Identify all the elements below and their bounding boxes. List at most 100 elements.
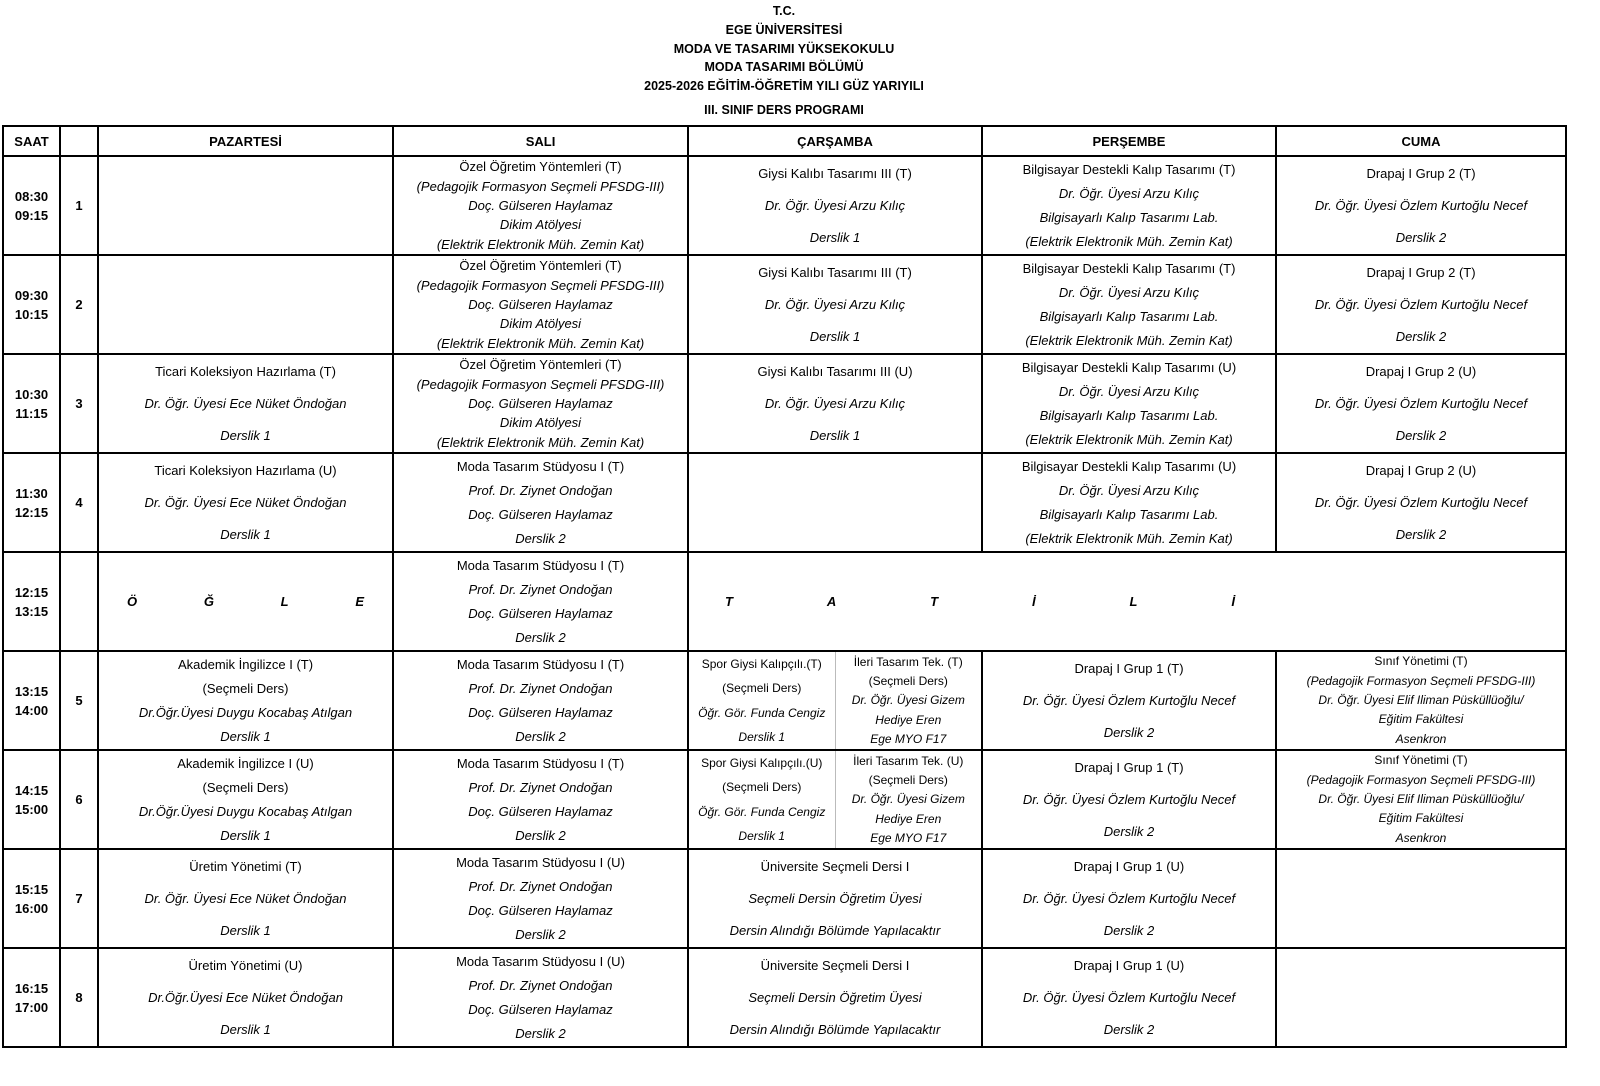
start-time: 16:15: [14, 980, 49, 996]
class-entry: Drapaj I Grup 1 (T) Dr. Öğr. Üyesi Özlem …: [983, 751, 1275, 848]
cell-line: Bilgisayarlı Kalıp Tasarımı Lab.: [1039, 507, 1219, 523]
time-cell: 13:15 14:00: [2, 650, 61, 751]
cell-line: Dr. Öğr. Üyesi Arzu Kılıç: [1058, 185, 1200, 201]
schedule-row: 08:30 09:15 1 Özel Öğretim Yöntemleri (T) (P…: [2, 155, 1567, 256]
class-entry: Ticari Koleksiyon Hazırlama (T) Dr. Öğr. …: [99, 355, 392, 452]
col-number: [59, 125, 99, 157]
cell-line: Moda Tasarım Stüdyosu I (T): [456, 557, 625, 573]
cell-line: Doç. Gülseren Haylamaz: [468, 804, 613, 820]
start-time: 15:15: [14, 881, 49, 897]
class-cell: Giysi Kalıbı Tasarımı III (T) Dr. Öğr. Üy…: [687, 155, 983, 256]
cell-line: Seçmeli Dersin Öğretim Üyesi: [748, 890, 922, 906]
cell-line: Hediye Eren: [875, 811, 942, 826]
holiday-letter: T: [930, 594, 939, 609]
class-entry: [689, 454, 981, 551]
class-entry: [1277, 850, 1565, 947]
class-entry: Drapaj I Grup 1 (U) Dr. Öğr. Üyesi Özlem …: [983, 850, 1275, 947]
cell-line: Ege MYO F17: [870, 732, 947, 747]
class-cell: Drapaj I Grup 1 (T) Dr. Öğr. Üyesi Özlem …: [981, 650, 1277, 751]
period-number: 1: [59, 155, 99, 256]
class-cell: Ticari Koleksiyon Hazırlama (T) Dr. Öğr. …: [97, 353, 394, 454]
class-cell: [687, 452, 983, 553]
cell-line: Dersin Alındığı Bölümde Yapılacaktır: [729, 923, 941, 939]
cell-line: Drapaj I Grup 2 (U): [1365, 363, 1477, 379]
holiday-letter: İ: [1231, 594, 1235, 609]
start-time: 11:30: [15, 485, 48, 501]
class-entry: Giysi Kalıbı Tasarımı III (T) Dr. Öğr. Üy…: [689, 256, 981, 353]
cell-line: Giysi Kalıbı Tasarımı III (T): [758, 264, 912, 280]
class-entry: Bilgisayar Destekli Kalıp Tasarımı (T) Dr…: [983, 157, 1275, 254]
cell-line: Derslik 2: [1395, 428, 1447, 444]
class-cell: [97, 155, 394, 256]
class-cell: Üniversite Seçmeli Dersi I Seçmeli Dersin…: [687, 947, 983, 1048]
cell-line: Bilgisayar Destekli Kalıp Tasarımı (U): [1021, 458, 1237, 474]
cell-line: Doç. Gülseren Haylamaz: [468, 197, 613, 213]
cell-line: (Pedagojik Formasyon Seçmeli PFSDG-III): [416, 178, 665, 194]
cell-line: Dr. Öğr. Üyesi Özlem Kurtoğlu Necef: [1022, 692, 1236, 708]
cell-line: Derslik 2: [515, 927, 566, 943]
cell-line: Üretim Yönetimi (U): [188, 957, 303, 973]
cell-line: Dikim Atölyesi: [499, 415, 582, 431]
class-cell: Drapaj I Grup 2 (U) Dr. Öğr. Üyesi Özlem …: [1275, 353, 1567, 454]
start-time: 08:30: [14, 188, 49, 204]
period-number: 2: [59, 254, 99, 355]
document-header: T.C. EGE ÜNİVERSİTESİ MODA VE TASARIMI Y…: [0, 2, 1568, 120]
cell-line: Doç. Gülseren Haylamaz: [468, 705, 613, 721]
class-cell: Özel Öğretim Yöntemleri (T) (Pedagojik Fo…: [392, 155, 689, 256]
cell-line: Derslik 2: [515, 729, 566, 745]
class-cell: Sınıf Yönetimi (T) (Pedagojik Formasyon S…: [1275, 650, 1567, 751]
class-cell: Drapaj I Grup 1 (U) Dr. Öğr. Üyesi Özlem …: [981, 848, 1277, 949]
cell-line: Spor Giysi Kalıpçılı.(T): [701, 657, 822, 672]
schedule-row: 09:30 10:15 2 Özel Öğretim Yöntemleri (T) (P…: [2, 254, 1567, 355]
end-time: 17:00: [14, 999, 49, 1015]
cell-line: Doç. Gülseren Haylamaz: [468, 903, 613, 919]
cell-line: (Pedagojik Formasyon Seçmeli PFSDG-III): [416, 376, 665, 392]
cell-line: Drapaj I Grup 2 (T): [1366, 264, 1476, 280]
schedule-row: 13:15 14:00 5 Akademik İngilizce I (T) (Seçm…: [2, 650, 1567, 751]
class-cell: Akademik İngilizce I (T) (Seçmeli Ders) Dr…: [97, 650, 394, 751]
cell-line: Eğitim Fakültesi: [1378, 811, 1464, 826]
cell-line: (Elektrik Elektronik Müh. Zemin Kat): [1025, 234, 1233, 250]
class-cell: Moda Tasarım Stüdyosu I (U) Prof. Dr. Ziy…: [392, 848, 689, 949]
cell-line: Moda Tasarım Stüdyosu I (U): [456, 953, 625, 969]
schedule-row: 16:15 17:00 8 Üretim Yönetimi (U) Dr.Öğr.Üye…: [2, 947, 1567, 1048]
schedule-row: 10:30 11:15 3 Ticari Koleksiyon Hazırlama (…: [2, 353, 1567, 454]
cell-line: Giysi Kalıbı Tasarımı III (U): [757, 363, 913, 379]
schedule-row: 12:15 13:15 Ö Ğ L E Moda Tasarım Stüdyosu I (T…: [2, 551, 1567, 652]
lunch-letter: E: [355, 594, 364, 609]
cell-line: İleri Tasarım Tek. (T): [853, 654, 963, 669]
class-cell: Giysi Kalıbı Tasarımı III (T) Dr. Öğr. Üy…: [687, 254, 983, 355]
schedule-row: 15:15 16:00 7 Üretim Yönetimi (T) Dr. Öğr. Ü…: [2, 848, 1567, 949]
class-cell: Akademik İngilizce I (U) (Seçmeli Ders) Dr…: [97, 749, 394, 850]
cell-line: Dr. Öğr. Üyesi Ece Nüket Öndoğan: [144, 494, 347, 510]
class-entry: Giysi Kalıbı Tasarımı III (T) Dr. Öğr. Üy…: [689, 157, 981, 254]
cell-line: Derslik 2: [1103, 725, 1155, 741]
cell-line: Dikim Atölyesi: [499, 316, 582, 332]
program-title: III. SINIF DERS PROGRAMI: [704, 102, 864, 117]
end-time: 10:15: [14, 306, 49, 322]
class-entry: Drapaj I Grup 2 (T) Dr. Öğr. Üyesi Özlem …: [1277, 256, 1565, 353]
class-entry: [99, 256, 392, 353]
cell-line: (Pedagojik Formasyon Seçmeli PFSDG-III): [416, 277, 665, 293]
class-cell: Moda Tasarım Stüdyosu I (T) Prof. Dr. Ziy…: [392, 749, 689, 850]
cell-line: Öğr. Gör. Funda Cengiz: [698, 804, 826, 819]
class-entry: [1277, 949, 1565, 1046]
cell-line: Moda Tasarım Stüdyosu I (T): [456, 458, 625, 474]
class-cell: Bilgisayar Destekli Kalıp Tasarımı (U) Dr…: [981, 452, 1277, 553]
start-time: 10:30: [14, 386, 49, 402]
cell-line: Derslik 1: [220, 923, 271, 939]
col-carsamba: ÇARŞAMBA: [687, 125, 983, 157]
class-entry: Moda Tasarım Stüdyosu I (T) Prof. Dr. Ziy…: [394, 751, 687, 848]
header-line: T.C.: [772, 4, 796, 18]
cell-line: Özel Öğretim Yöntemleri (T): [459, 357, 622, 373]
period-number: 3: [59, 353, 99, 454]
class-cell: Ticari Koleksiyon Hazırlama (U) Dr. Öğr. …: [97, 452, 394, 553]
cell-line: Asenkron: [1395, 731, 1447, 746]
cell-line: Dr. Öğr. Üyesi Gizem: [851, 792, 965, 807]
holiday-letter: L: [1129, 594, 1138, 609]
cell-line: Doç. Gülseren Haylamaz: [468, 1002, 613, 1018]
header-line: MODA TASARIMI BÖLÜMÜ: [704, 60, 864, 75]
cell-line: (Elektrik Elektronik Müh. Zemin Kat): [1025, 432, 1233, 448]
